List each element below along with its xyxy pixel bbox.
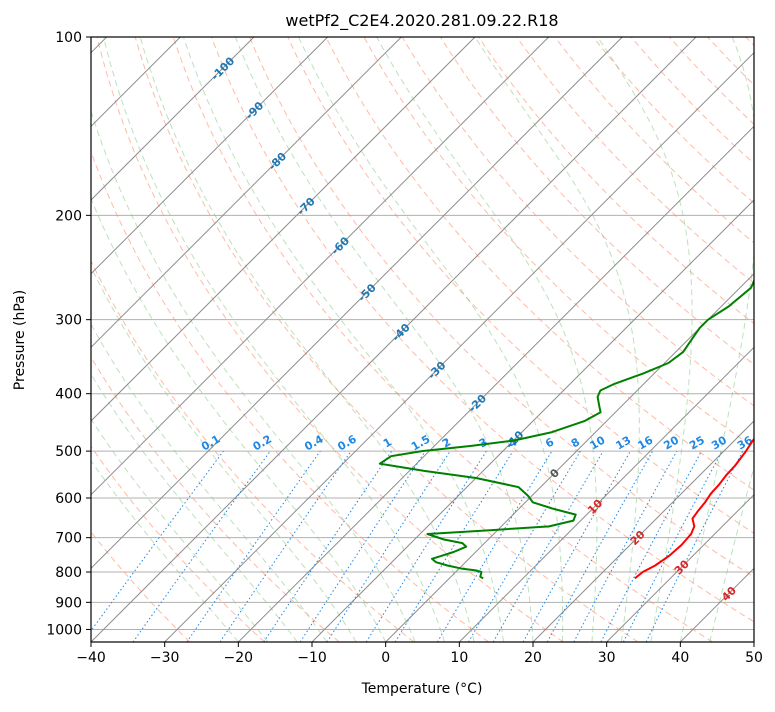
mixing-ratio-line: [220, 451, 351, 642]
dry-adiabat: [746, 37, 775, 642]
isotherm: [0, 37, 254, 642]
mixing-ratio-line: [83, 451, 224, 642]
mixing-ratio-label: 10: [588, 433, 608, 452]
y-axis-label: Pressure (hPa): [12, 290, 28, 390]
dry-adiabat: [479, 37, 775, 642]
isotherm: [238, 37, 775, 642]
isotherm-label: -100: [209, 54, 238, 83]
isotherm: [533, 37, 775, 642]
x-tick-label: 50: [745, 650, 763, 666]
mixing-ratio-label: 1: [381, 435, 394, 450]
moist-adiabat: [140, 37, 474, 642]
x-tick-label: −30: [150, 650, 180, 666]
isotherm-label: 10: [585, 497, 605, 517]
y-tick-label: 400: [55, 387, 82, 403]
isotherm: [0, 37, 401, 642]
mixing-ratio-line: [574, 451, 677, 642]
isotherm: [459, 37, 775, 642]
y-tick-label: 500: [55, 444, 82, 460]
y-tick-label: 300: [55, 313, 82, 329]
dry-adiabat: [135, 37, 638, 642]
dry-adiabat: [0, 37, 339, 642]
x-axis-ticks: −40 −30 −20 −10 0 10 20 30 40 50: [76, 642, 763, 666]
x-tick-label: −10: [297, 650, 327, 666]
dewpoint-profile: [380, 37, 775, 578]
y-axis-ticks: 100 200 300 400 500 600 700 800 900 1000: [46, 30, 91, 638]
pressure-gridlines: [91, 37, 754, 629]
mixing-ratio-line: [523, 451, 630, 642]
background-lines: [0, 37, 775, 642]
moist-adiabat: [0, 37, 238, 642]
dry-adiabat: [0, 37, 190, 642]
y-tick-label: 200: [55, 208, 82, 224]
dry-adiabat: [59, 37, 489, 642]
mixing-ratio-label: 0.2: [251, 432, 274, 453]
x-tick-label: 0: [381, 650, 390, 666]
y-tick-label: 100: [55, 30, 82, 46]
isotherm: [0, 37, 549, 642]
mixing-ratio-line: [327, 451, 450, 642]
dry-adiabat: [669, 37, 775, 642]
dry-adiabat: [555, 37, 775, 642]
x-tick-label: 30: [598, 650, 616, 666]
dry-adiabat: [517, 37, 775, 642]
mixing-ratio-label: 30: [709, 433, 729, 452]
mixing-ratio-line: [264, 451, 392, 642]
x-tick-label: 10: [450, 650, 468, 666]
dry-adiabat: [0, 37, 265, 642]
dry-adiabat: [21, 37, 414, 642]
x-tick-label: 40: [671, 650, 689, 666]
x-axis-label: Temperature (°C): [361, 681, 483, 697]
mixing-ratio-label: 25: [687, 434, 707, 453]
moist-adiabat: [377, 37, 597, 642]
moist-adiabat: [598, 37, 692, 642]
mixing-ratio-label: 0.6: [335, 432, 359, 453]
x-tick-label: −40: [76, 650, 106, 666]
y-tick-label: 600: [55, 491, 82, 507]
y-tick-label: 1000: [46, 622, 82, 638]
moist-adiabat: [299, 37, 563, 642]
isotherm: [754, 37, 775, 642]
mixing-ratio-label: 0.1: [199, 432, 222, 453]
mixing-ratio-line: [300, 451, 425, 642]
mixing-ratio-line: [437, 451, 552, 642]
dry-adiabat: [364, 37, 775, 642]
dry-adiabat: [708, 37, 775, 642]
mixing-ratio-line: [366, 451, 486, 642]
moist-adiabat: [710, 37, 775, 642]
chart-title: wetPf2_C2E4.2020.281.09.22.R18: [285, 11, 558, 31]
plot-frame: [91, 37, 754, 642]
x-tick-label: 20: [524, 650, 542, 666]
moist-adiabat: [20, 37, 357, 642]
moist-adiabat: [72, 37, 415, 642]
y-tick-label: 700: [55, 531, 82, 547]
x-tick-label: −20: [224, 650, 254, 666]
isotherm: [17, 37, 622, 642]
isotherm: [165, 37, 770, 642]
mixing-ratio-label: 13: [613, 434, 633, 453]
moist-adiabat: [44, 37, 386, 642]
dry-adiabat: [97, 37, 563, 642]
mixing-ratio-line: [601, 451, 702, 642]
dry-adiabat: [593, 37, 775, 642]
y-tick-label: 900: [55, 595, 82, 611]
mixing-ratio-label: 6: [543, 435, 556, 450]
data-series: [380, 37, 775, 578]
isotherm-label: -80: [266, 150, 289, 173]
isotherm: [680, 37, 775, 642]
y-tick-label: 800: [55, 565, 82, 581]
isotherm: [312, 37, 775, 642]
